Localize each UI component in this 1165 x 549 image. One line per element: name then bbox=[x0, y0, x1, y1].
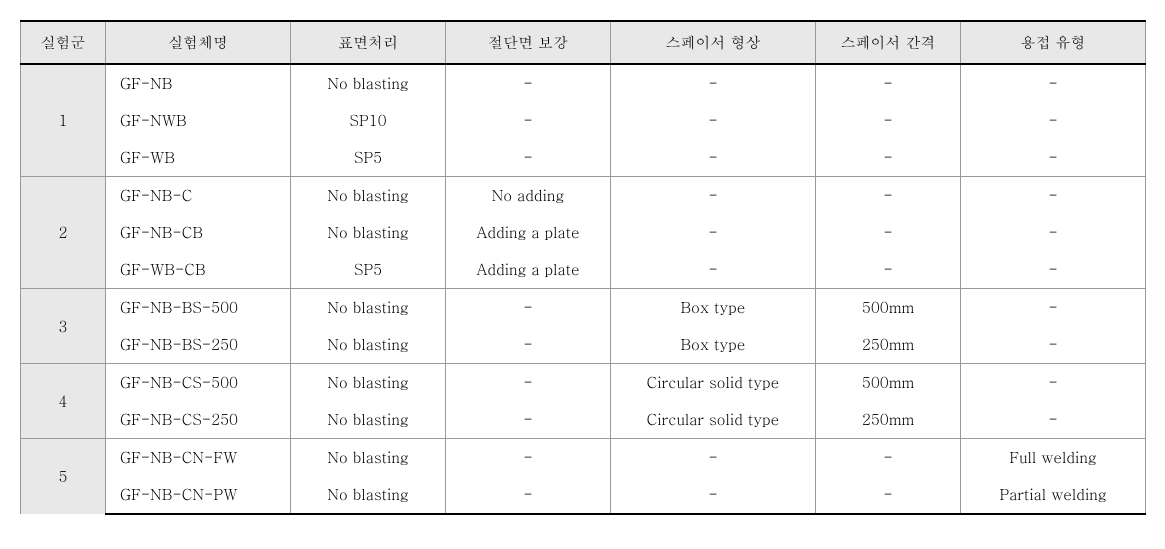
cell-name: GF-NB-CS-500 bbox=[106, 364, 291, 402]
cell-spacing: 250mm bbox=[816, 326, 961, 364]
cell-welding: Partial welding bbox=[961, 476, 1146, 514]
cell-name: GF-NB-CS-250 bbox=[106, 401, 291, 439]
cell-shape: Circular solid type bbox=[611, 401, 816, 439]
cell-name: GF-WB-CB bbox=[106, 251, 291, 289]
cell-shape: - bbox=[611, 139, 816, 177]
header-reinforce: 절단면 보강 bbox=[446, 21, 611, 64]
cell-shape: Box type bbox=[611, 289, 816, 327]
header-name: 실험체명 bbox=[106, 21, 291, 64]
table-row: 4 GF-NB-CS-500 No blasting - Circular so… bbox=[21, 364, 1146, 402]
cell-name: GF-NB-CB bbox=[106, 214, 291, 251]
cell-spacing: - bbox=[816, 476, 961, 514]
header-spacing: 스페이서 간격 bbox=[816, 21, 961, 64]
table-row: GF-NB-CN-PW No blasting - - - Partial we… bbox=[21, 476, 1146, 514]
cell-name: GF-NB-BS-250 bbox=[106, 326, 291, 364]
cell-shape: - bbox=[611, 64, 816, 102]
cell-spacing: - bbox=[816, 251, 961, 289]
cell-surface: No blasting bbox=[291, 326, 446, 364]
cell-shape: - bbox=[611, 177, 816, 215]
table-row: GF-NB-CB No blasting Adding a plate - - … bbox=[21, 214, 1146, 251]
cell-welding: - bbox=[961, 289, 1146, 327]
cell-reinforce: - bbox=[446, 326, 611, 364]
cell-shape: - bbox=[611, 214, 816, 251]
table-row: 3 GF-NB-BS-500 No blasting - Box type 50… bbox=[21, 289, 1146, 327]
cell-surface: SP5 bbox=[291, 251, 446, 289]
cell-reinforce: - bbox=[446, 401, 611, 439]
cell-name: GF-NB-CN-PW bbox=[106, 476, 291, 514]
cell-welding: - bbox=[961, 214, 1146, 251]
cell-reinforce: - bbox=[446, 64, 611, 102]
table-row: 1 GF-NB No blasting - - - - bbox=[21, 64, 1146, 102]
cell-shape: - bbox=[611, 476, 816, 514]
group-id: 4 bbox=[21, 364, 106, 439]
cell-shape: Box type bbox=[611, 326, 816, 364]
cell-shape: - bbox=[611, 102, 816, 139]
table-row: GF-NB-CS-250 No blasting - Circular soli… bbox=[21, 401, 1146, 439]
cell-surface: No blasting bbox=[291, 364, 446, 402]
cell-spacing: 250mm bbox=[816, 401, 961, 439]
cell-surface: SP10 bbox=[291, 102, 446, 139]
cell-welding: - bbox=[961, 251, 1146, 289]
cell-reinforce: - bbox=[446, 289, 611, 327]
cell-surface: No blasting bbox=[291, 401, 446, 439]
cell-welding: Full welding bbox=[961, 439, 1146, 477]
cell-surface: SP5 bbox=[291, 139, 446, 177]
cell-welding: - bbox=[961, 364, 1146, 402]
table-row: GF-NB-BS-250 No blasting - Box type 250m… bbox=[21, 326, 1146, 364]
table-header-row: 실험군 실험체명 표면처리 절단면 보강 스페이서 형상 스페이서 간격 용접 … bbox=[21, 21, 1146, 64]
cell-welding: - bbox=[961, 326, 1146, 364]
cell-surface: No blasting bbox=[291, 214, 446, 251]
cell-reinforce: Adding a plate bbox=[446, 251, 611, 289]
cell-shape: Circular solid type bbox=[611, 364, 816, 402]
cell-spacing: - bbox=[816, 177, 961, 215]
header-surface: 표면처리 bbox=[291, 21, 446, 64]
cell-surface: No blasting bbox=[291, 476, 446, 514]
cell-welding: - bbox=[961, 401, 1146, 439]
cell-name: GF-NWB bbox=[106, 102, 291, 139]
experiment-table: 실험군 실험체명 표면처리 절단면 보강 스페이서 형상 스페이서 간격 용접 … bbox=[20, 20, 1146, 515]
cell-surface: No blasting bbox=[291, 177, 446, 215]
cell-welding: - bbox=[961, 64, 1146, 102]
cell-welding: - bbox=[961, 177, 1146, 215]
cell-name: GF-NB-C bbox=[106, 177, 291, 215]
cell-shape: - bbox=[611, 439, 816, 477]
cell-name: GF-WB bbox=[106, 139, 291, 177]
cell-reinforce: No adding bbox=[446, 177, 611, 215]
cell-spacing: - bbox=[816, 439, 961, 477]
header-welding: 용접 유형 bbox=[961, 21, 1146, 64]
cell-reinforce: - bbox=[446, 364, 611, 402]
table-row: GF-WB-CB SP5 Adding a plate - - - bbox=[21, 251, 1146, 289]
cell-welding: - bbox=[961, 102, 1146, 139]
cell-shape: - bbox=[611, 251, 816, 289]
table-row: 2 GF-NB-C No blasting No adding - - - bbox=[21, 177, 1146, 215]
group-id: 2 bbox=[21, 177, 106, 289]
cell-spacing: 500mm bbox=[816, 364, 961, 402]
table-row: GF-NWB SP10 - - - - bbox=[21, 102, 1146, 139]
group-id: 3 bbox=[21, 289, 106, 364]
cell-reinforce: Adding a plate bbox=[446, 214, 611, 251]
header-group: 실험군 bbox=[21, 21, 106, 64]
cell-name: GF-NB bbox=[106, 64, 291, 102]
cell-spacing: - bbox=[816, 139, 961, 177]
cell-reinforce: - bbox=[446, 476, 611, 514]
group-id: 5 bbox=[21, 439, 106, 515]
cell-reinforce: - bbox=[446, 139, 611, 177]
cell-spacing: - bbox=[816, 214, 961, 251]
cell-spacing: - bbox=[816, 64, 961, 102]
cell-surface: No blasting bbox=[291, 439, 446, 477]
group-id: 1 bbox=[21, 64, 106, 177]
cell-surface: No blasting bbox=[291, 289, 446, 327]
table-row: GF-WB SP5 - - - - bbox=[21, 139, 1146, 177]
cell-spacing: 500mm bbox=[816, 289, 961, 327]
cell-surface: No blasting bbox=[291, 64, 446, 102]
table-row: 5 GF-NB-CN-FW No blasting - - - Full wel… bbox=[21, 439, 1146, 477]
cell-name: GF-NB-CN-FW bbox=[106, 439, 291, 477]
cell-reinforce: - bbox=[446, 439, 611, 477]
cell-reinforce: - bbox=[446, 102, 611, 139]
header-shape: 스페이서 형상 bbox=[611, 21, 816, 64]
cell-name: GF-NB-BS-500 bbox=[106, 289, 291, 327]
cell-welding: - bbox=[961, 139, 1146, 177]
cell-spacing: - bbox=[816, 102, 961, 139]
